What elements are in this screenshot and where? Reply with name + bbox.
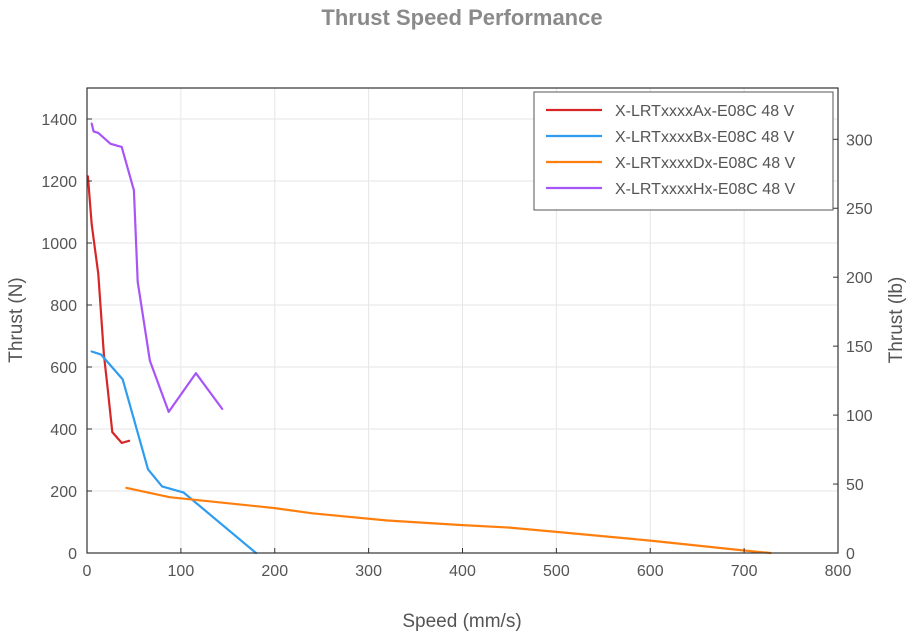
x-tick-label: 300: [355, 563, 382, 580]
x-tick-label: 500: [543, 563, 570, 580]
y-tick-label-left: 800: [50, 298, 77, 315]
y-axis-label-right: Thrust (lb): [886, 277, 907, 364]
y-tick-label-left: 200: [50, 484, 77, 501]
x-tick-label: 800: [825, 563, 852, 580]
legend-label-2: X-LRTxxxxDx-E08C 48 V: [615, 155, 796, 172]
chart-title: Thrust Speed Performance: [321, 5, 602, 30]
legend-label-1: X-LRTxxxxBx-E08C 48 V: [615, 129, 795, 146]
x-axis-label: Speed (mm/s): [402, 611, 521, 632]
y-tick-label-right: 300: [846, 132, 873, 149]
y-tick-label-left: 600: [50, 360, 77, 377]
y-tick-label-left: 400: [50, 422, 77, 439]
legend-label-3: X-LRTxxxxHx-E08C 48 V: [615, 181, 796, 198]
y-tick-label-right: 200: [846, 270, 873, 287]
series-line-2: [125, 486, 772, 555]
x-tick-label: 400: [449, 563, 476, 580]
y-tick-label-right: 150: [846, 339, 873, 356]
y-axis-label-left: Thrust (N): [6, 277, 27, 363]
series-lines: [86, 122, 772, 555]
y-tick-label-left: 1200: [41, 174, 77, 191]
y-tick-label-left: 1000: [41, 236, 77, 253]
series-line-0: [86, 175, 131, 444]
y-tick-label-left: 0: [68, 546, 77, 563]
y-tick-label-left: 1400: [41, 112, 77, 129]
y-tick-label-right: 250: [846, 201, 873, 218]
y-tick-label-right: 100: [846, 408, 873, 425]
y-tick-label-right: 50: [846, 477, 864, 494]
x-tick-label: 200: [261, 563, 288, 580]
x-tick-label: 700: [731, 563, 758, 580]
series-line-1: [90, 350, 258, 555]
legend-box: [533, 91, 834, 211]
ticks: 0 100 200 300 400 500 600 700 800020040060080010…: [41, 112, 872, 580]
x-tick-label: 100: [168, 563, 195, 580]
x-tick-label: 0: [83, 563, 92, 580]
legend: X-LRTxxxxAx-E08C 48 V X-LRTxxxxBx-E08C 48…: [533, 91, 834, 211]
x-tick-label: 600: [637, 563, 664, 580]
series-line-3: [90, 122, 224, 413]
legend-label-0: X-LRTxxxxAx-E08C 48 V: [615, 103, 795, 120]
y-tick-label-right: 0: [846, 546, 855, 563]
